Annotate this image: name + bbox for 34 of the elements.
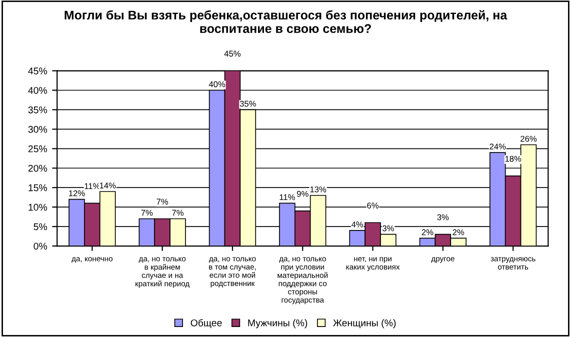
y-tick-label: 30%: [28, 126, 48, 133]
data-label: 11%: [280, 194, 295, 200]
y-tick-label: 40%: [28, 86, 48, 94]
data-label: 26%: [520, 136, 537, 142]
data-label: 45%: [224, 50, 241, 57]
y-tick-label: 20%: [28, 164, 48, 172]
data-label: 35%: [240, 100, 256, 107]
data-label: 7%: [156, 198, 168, 205]
data-label: 2%: [422, 229, 434, 236]
data-label: 40%: [208, 81, 226, 88]
chart-title: Могли бы Вы взять ребенка,оставшегося без попечения родителей, на воспитание в свою семью?: [64, 10, 508, 33]
y-tick-label: 10%: [28, 204, 48, 211]
data-label: 18%: [505, 156, 522, 162]
data-label: 7%: [172, 210, 184, 216]
y-tick-label: 35%: [28, 106, 48, 114]
data-label: 24%: [490, 144, 506, 150]
y-tick-label: 0%: [34, 242, 48, 250]
legend-label: Общее: [190, 319, 222, 328]
data-label: 3%: [382, 225, 394, 232]
data-label: 6%: [367, 202, 379, 208]
y-tick-label: 45%: [28, 68, 48, 74]
data-label: 14%: [100, 182, 116, 188]
y-tick-label: 15%: [28, 184, 48, 192]
legend-label: Женщины (%): [333, 319, 396, 328]
data-label: 4%: [352, 222, 364, 228]
data-label: 13%: [310, 186, 326, 192]
data-label: 7%: [141, 210, 153, 216]
legend-label: Мужчины (%): [248, 319, 308, 328]
y-tick-label: 5%: [34, 223, 48, 230]
data-label: 12%: [69, 190, 85, 196]
data-label: 3%: [437, 214, 449, 220]
data-label: 9%: [297, 190, 308, 197]
y-tick-label: 25%: [28, 145, 48, 152]
data-label: 2%: [452, 229, 464, 236]
